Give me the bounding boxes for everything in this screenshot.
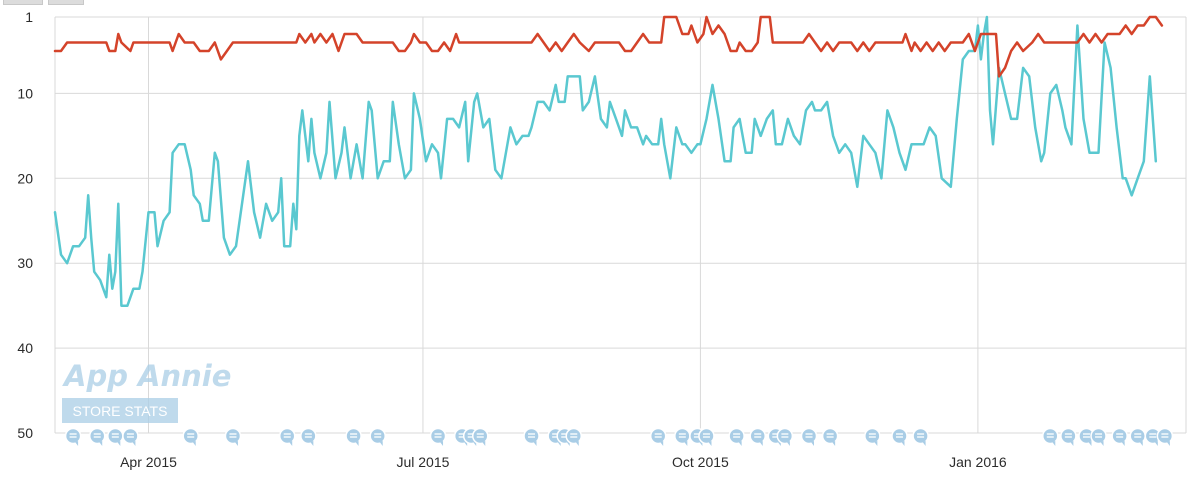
annotation-bubble-icon[interactable] [800,427,818,447]
annotation-bubble-icon[interactable] [88,427,106,447]
annotation-bubble-icon[interactable] [749,427,766,447]
x-tick-label: Jan 2016 [949,454,1007,470]
range-tab-2[interactable] [48,0,84,5]
annotation-markers[interactable] [64,427,1174,447]
annotation-bubble-icon[interactable] [1111,427,1128,447]
annotation-bubble-icon[interactable] [1060,427,1077,447]
annotation-bubble-icon[interactable] [64,427,82,447]
annotation-bubble-icon[interactable] [345,427,362,447]
annotation-bubble-icon[interactable] [1129,427,1146,447]
y-tick-label: 20 [17,170,33,186]
annotation-bubble-icon[interactable] [649,427,667,447]
annotation-bubble-icon[interactable] [523,427,540,447]
annotation-bubble-icon[interactable] [429,427,447,447]
annotation-bubble-icon[interactable] [698,427,715,447]
annotation-bubble-icon[interactable] [182,427,199,447]
annotation-bubble-icon[interactable] [224,427,242,447]
x-tick-label: Jul 2015 [396,454,449,470]
y-tick-label: 10 [17,85,33,101]
x-tick-label: Apr 2015 [120,454,177,470]
series-line-1 [53,15,1158,307]
watermark-badge [62,398,178,423]
watermark-subtitle: STORE STATS [73,403,168,419]
annotation-bubble-icon[interactable] [1156,427,1174,447]
series-layer [53,15,1164,307]
annotation-bubble-icon[interactable] [776,427,794,447]
annotation-bubble-icon[interactable] [300,427,317,447]
annotation-bubble-icon[interactable] [864,427,881,447]
annotation-bubble-icon[interactable] [472,427,489,447]
annotation-bubble-icon[interactable] [107,427,124,447]
annotation-bubble-icon[interactable] [912,427,929,447]
annotation-bubble-icon[interactable] [1090,427,1107,447]
annotation-bubble-icon[interactable] [1078,427,1095,447]
x-axis-ticks: Apr 2015 Jul 2015 Oct 2015 Jan 2016 [120,454,1007,470]
y-axis-ticks: 1 10 20 30 40 50 [17,9,33,441]
annotation-bubble-icon[interactable] [278,427,296,447]
watermark-title: App Annie [62,359,231,393]
y-tick-label: 1 [25,9,33,25]
annotation-bubble-icon[interactable] [728,427,745,447]
annotation-bubble-icon[interactable] [674,427,691,447]
annotation-bubble-icon[interactable] [122,427,139,447]
x-tick-label: Oct 2015 [672,454,729,470]
range-tab-1[interactable] [3,0,43,5]
annotation-bubble-icon[interactable] [821,427,839,447]
series-line-2 [53,15,1164,78]
annotation-bubble-icon[interactable] [565,427,583,447]
y-tick-label: 30 [17,255,33,271]
annotation-bubble-icon[interactable] [891,427,908,447]
y-tick-label: 40 [17,340,33,356]
annotation-bubble-icon[interactable] [1042,427,1059,447]
annotation-bubble-icon[interactable] [369,427,386,447]
app-annie-watermark: App Annie STORE STATS [62,359,231,423]
y-tick-label: 50 [17,425,33,441]
